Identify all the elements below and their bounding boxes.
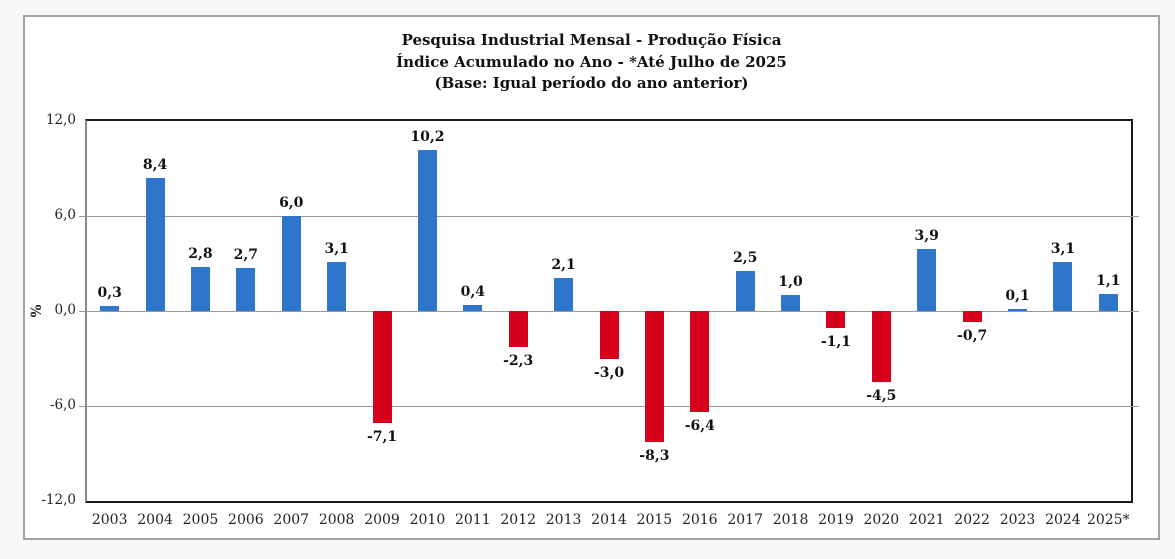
x-tick-label-2013: 2013 bbox=[545, 512, 582, 528]
value-label-2015: -8,3 bbox=[639, 448, 670, 465]
bar-2013 bbox=[554, 277, 574, 311]
bar-2006 bbox=[236, 268, 256, 311]
y-tick-label-0: 12,0 bbox=[45, 112, 76, 128]
bar-2016 bbox=[690, 311, 710, 413]
value-label-2010: 10,2 bbox=[410, 128, 445, 145]
chart-frame bbox=[23, 15, 1160, 540]
x-tick-label-2014: 2014 bbox=[591, 512, 627, 528]
x-tick-label-2025*: 2025* bbox=[1086, 512, 1130, 528]
x-tick-label-2006: 2006 bbox=[228, 512, 264, 528]
bar-2011 bbox=[463, 304, 483, 311]
value-label-2006: 2,7 bbox=[233, 247, 259, 264]
y-tick-label-4: -12,0 bbox=[41, 492, 76, 508]
plot-area: 0,3 8,4 2,8 2,7 6,0 3,1 -7,1 10,2 0,4 -2,3 2,1 -3,0… bbox=[79, 119, 1139, 503]
value-label-2025*: 1,1 bbox=[1096, 272, 1121, 289]
y-tick-label-1: 6,0 bbox=[54, 207, 76, 223]
x-tick-label-2004: 2004 bbox=[137, 512, 173, 528]
value-label-2024: 3,1 bbox=[1050, 240, 1076, 257]
x-tick-label-2012: 2012 bbox=[500, 512, 537, 528]
value-label-2014: -3,0 bbox=[593, 364, 625, 381]
bar-2024 bbox=[1053, 261, 1073, 311]
x-tick-label-2020: 2020 bbox=[863, 512, 900, 528]
x-tick-label-2018: 2018 bbox=[772, 512, 809, 528]
bar-2023 bbox=[1008, 309, 1028, 311]
bar-2009 bbox=[372, 311, 392, 424]
bar-2021 bbox=[917, 249, 937, 311]
gridline-y-3 bbox=[79, 405, 1139, 407]
value-label-2005: 2,8 bbox=[188, 245, 213, 262]
y-tick-label-3: -6,0 bbox=[49, 397, 76, 413]
bar-2008 bbox=[327, 261, 347, 311]
value-label-2009: -7,1 bbox=[366, 429, 398, 446]
bar-2017 bbox=[735, 271, 755, 311]
value-label-2021: 3,9 bbox=[914, 228, 939, 245]
chart-title: Pesquisa Industrial Mensal - Produção Fí… bbox=[23, 30, 1160, 95]
bar-2010 bbox=[417, 149, 437, 311]
bar-2018 bbox=[781, 295, 801, 311]
x-tick-label-2010: 2010 bbox=[409, 512, 446, 528]
x-tick-label-2007: 2007 bbox=[273, 512, 310, 528]
x-tick-label-2023: 2023 bbox=[999, 512, 1036, 528]
bar-2005 bbox=[190, 266, 210, 311]
x-tick-label-2021: 2021 bbox=[908, 512, 945, 528]
value-label-2022: -0,7 bbox=[957, 328, 988, 345]
value-label-2003: 0,3 bbox=[97, 285, 122, 302]
bar-2020 bbox=[871, 311, 891, 383]
value-label-2016: -6,4 bbox=[684, 418, 715, 435]
value-label-2008: 3,1 bbox=[324, 240, 349, 257]
bar-2007 bbox=[281, 216, 301, 311]
value-label-2004: 8,4 bbox=[142, 157, 168, 173]
bar-2015 bbox=[644, 311, 664, 443]
x-tick-label-2015: 2015 bbox=[636, 512, 673, 528]
chart-title-line2: Índice Acumulado no Ano - *Até Julho de … bbox=[396, 52, 787, 71]
x-tick-label-2008: 2008 bbox=[318, 512, 355, 528]
value-label-2017: 2,5 bbox=[732, 250, 758, 267]
bar-2012 bbox=[508, 311, 528, 348]
value-label-2023: 0,1 bbox=[1005, 288, 1030, 305]
bar-2014 bbox=[599, 311, 619, 359]
bar-2025* bbox=[1098, 293, 1118, 311]
value-label-2018: 1,0 bbox=[778, 274, 803, 291]
value-label-2012: -2,3 bbox=[503, 353, 534, 370]
x-tick-label-2017: 2017 bbox=[727, 512, 763, 528]
value-label-2019: -1,1 bbox=[820, 334, 852, 351]
value-label-2007: 6,0 bbox=[279, 195, 304, 211]
bar-2019 bbox=[826, 311, 846, 329]
bar-2004 bbox=[145, 178, 165, 311]
x-tick-label-2019: 2019 bbox=[818, 512, 854, 528]
x-tick-label-2003: 2003 bbox=[91, 512, 128, 528]
x-tick-label-2024: 2024 bbox=[1045, 512, 1081, 528]
chart-title-line3: (Base: Igual período do ano anterior) bbox=[434, 74, 749, 92]
chart-title-line1: Pesquisa Industrial Mensal - Produção Fí… bbox=[401, 31, 782, 49]
x-tick-label-2009: 2009 bbox=[364, 512, 400, 528]
value-label-2011: 0,4 bbox=[460, 283, 485, 300]
x-tick-label-2022: 2022 bbox=[954, 512, 990, 528]
x-tick-label-2005: 2005 bbox=[182, 512, 219, 528]
x-tick-label-2016: 2016 bbox=[681, 512, 718, 528]
bar-2022 bbox=[962, 311, 982, 323]
gridline-y-1 bbox=[79, 215, 1139, 217]
x-tick-label-2011: 2011 bbox=[454, 512, 491, 528]
y-tick-label-2: 0,0 bbox=[54, 302, 76, 318]
value-label-2013: 2,1 bbox=[551, 256, 576, 273]
bar-2003 bbox=[100, 306, 120, 311]
value-label-2020: -4,5 bbox=[866, 388, 897, 405]
